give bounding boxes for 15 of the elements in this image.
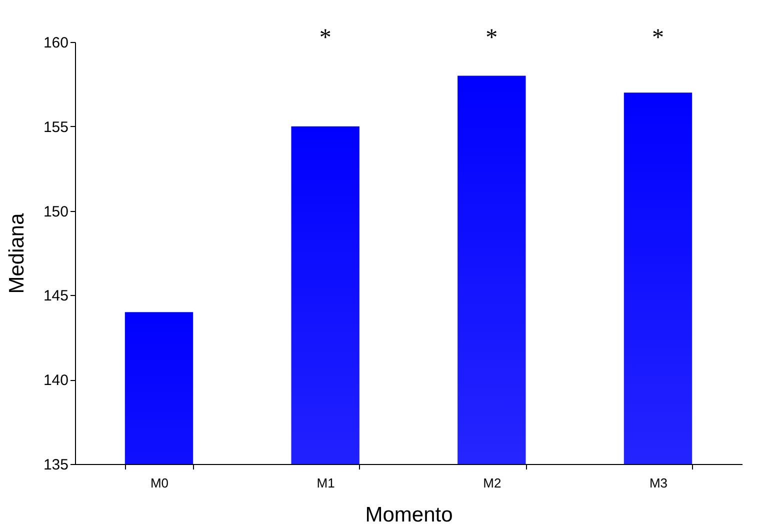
- y-tick-label: 155: [43, 118, 68, 136]
- y-tick-label: 145: [43, 288, 68, 305]
- x-tick-label: M3: [649, 476, 668, 490]
- annotation: *: [652, 25, 664, 51]
- annotation: *: [319, 25, 332, 51]
- y-axis-title: Mediana: [5, 212, 28, 294]
- y-tick-label: 135: [43, 456, 68, 474]
- y-tick-label: 160: [43, 34, 68, 52]
- x-tick-label: M2: [483, 476, 502, 490]
- annotation: *: [486, 25, 498, 51]
- x-tick-label: M1: [316, 476, 335, 490]
- y-tick-label: 140: [43, 372, 68, 390]
- x-tick-label: M0: [150, 476, 169, 490]
- y-tick-label: 150: [43, 203, 68, 220]
- x-axis-title: Momento: [365, 504, 453, 526]
